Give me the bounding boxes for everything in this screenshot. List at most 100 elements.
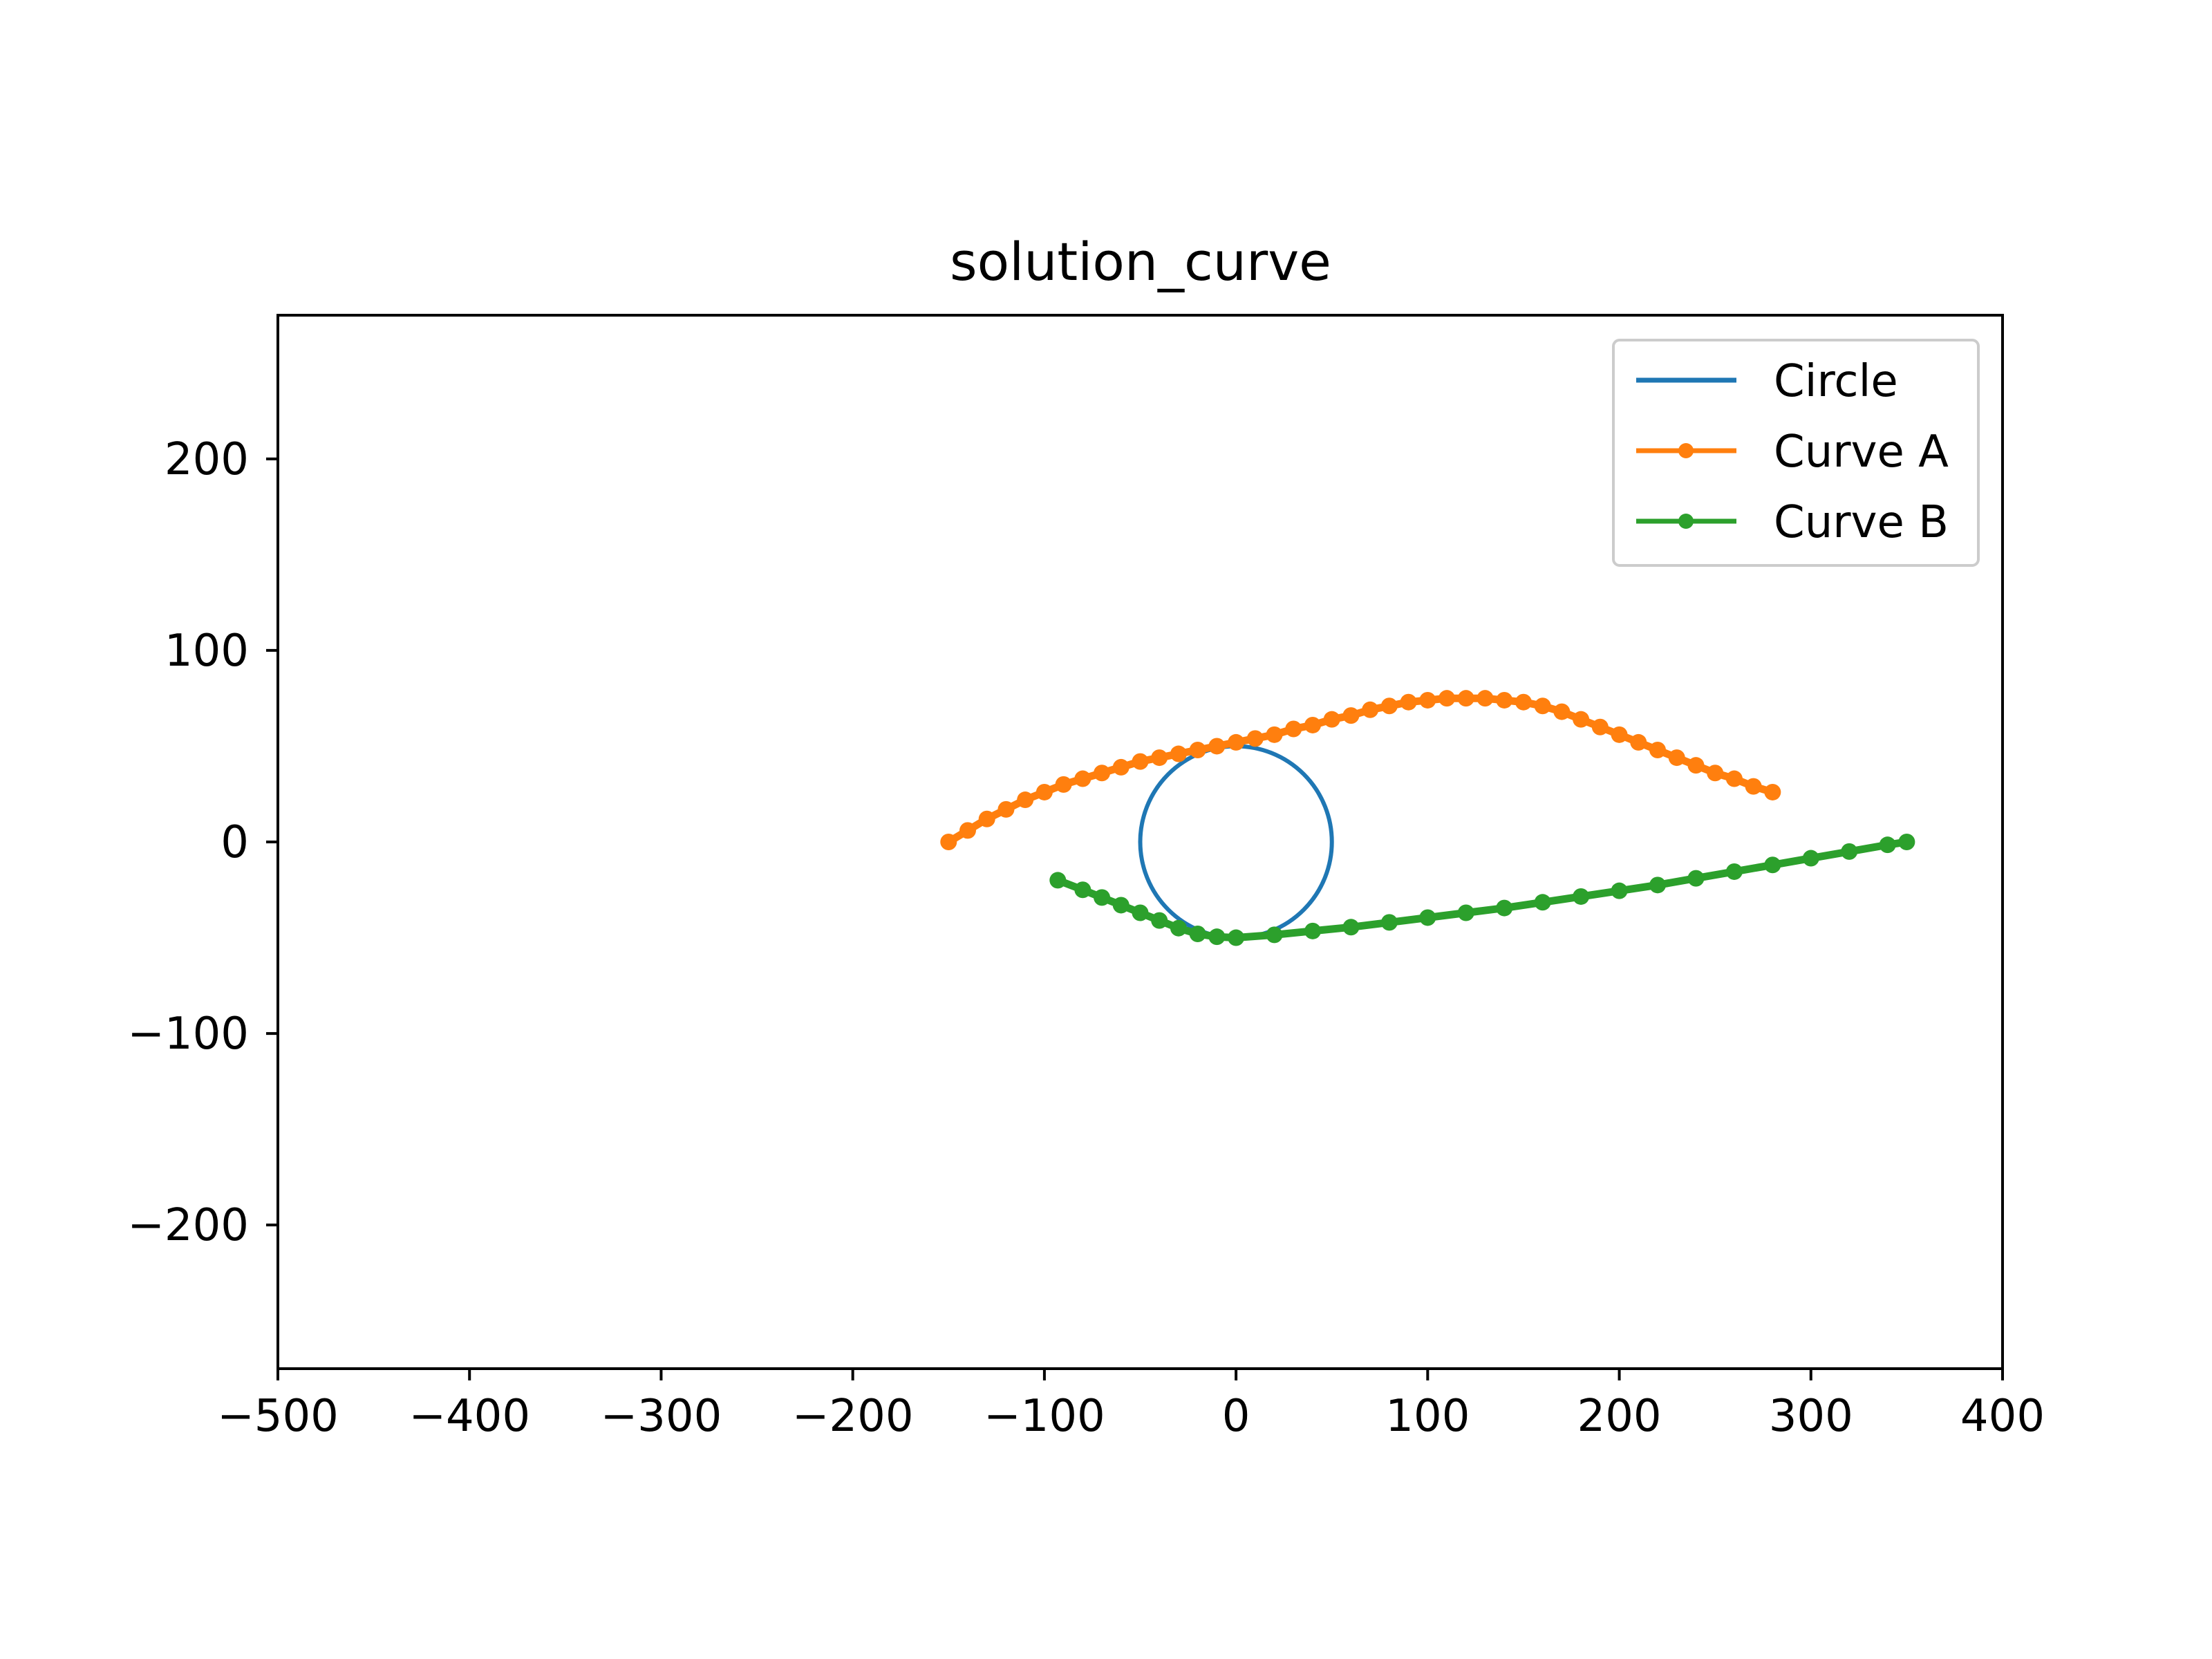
curve-a-point [1573,711,1590,728]
curve-a-point [978,810,995,827]
curve-a-point [1285,720,1302,738]
curve-a-point [1553,703,1571,720]
curve-b-point [1380,914,1398,931]
y-tick-label: −100 [127,1009,249,1060]
curve-b-point [1649,877,1666,894]
x-tick-label: −500 [217,1391,339,1442]
y-tick-label: −200 [127,1200,249,1251]
legend-box [1612,339,1980,567]
curve-b-point [1049,872,1067,889]
y-tick-label: 200 [165,434,249,485]
legend-label: Curve A [1774,427,1949,478]
curve-a-point [1094,765,1111,782]
curve-b-point [1189,926,1206,943]
curve-a-point [1342,707,1360,724]
x-tick-label: 100 [1385,1391,1470,1442]
curve-a-point [1170,745,1187,762]
curve-a-point [1630,733,1647,751]
legend-marker [1678,443,1694,458]
curve-b-point [1304,922,1321,939]
curve-a-point [959,822,976,839]
y-tick-label: 100 [165,626,249,677]
curve-a-point [1515,693,1532,711]
curve-b-point [1170,919,1187,937]
curve-b-point [1419,909,1436,926]
curve-b-point [1112,897,1130,914]
x-tick-label: −200 [792,1391,914,1442]
curve-b-point [1725,863,1743,880]
curve-a-point [1687,757,1705,774]
curve-a-point [1419,691,1436,709]
curve-b-point [1266,926,1283,944]
curve-b-point [1208,928,1226,946]
legend-marker [1678,514,1694,529]
x-tick-label: 400 [1960,1391,2045,1442]
curve-a-point [1362,701,1379,718]
curve-a-point [1208,738,1226,755]
series-curve-a [940,690,1781,850]
curve-a-point [1074,770,1091,787]
curve-a-point [1017,791,1034,809]
curve-a-point [1246,730,1264,747]
legend-entry-curve-a: Curve A [1636,427,1949,478]
curve-b-point [1573,888,1590,905]
curve-a-point [1266,726,1283,743]
x-axis: −500 −400 −300 −200 −100 0 100 200 300 400 [217,1369,2045,1442]
curve-a-point [1228,733,1245,751]
curve-b-point [1132,904,1149,921]
curve-a-point [1380,697,1398,715]
x-tick-label: 200 [1577,1391,1661,1442]
curve-a-point [1477,690,1494,707]
curve-a-point [1151,749,1168,767]
curve-b-point [1611,882,1628,899]
legend-entry-circle: Circle [1636,356,1898,407]
curve-b-point [1094,889,1111,906]
y-tick-label: 0 [221,817,249,868]
curve-b-point [1342,919,1360,936]
curve-a-point [1649,741,1666,758]
curve-a-point [1496,691,1513,709]
legend-entry-curve-b: Curve B [1636,497,1949,548]
curve-a-point [1400,693,1417,711]
curve-b-point [1534,894,1551,911]
y-axis: −200 −100 0 100 200 [127,434,278,1251]
curve-a-point [1035,783,1053,800]
curve-a-point [1764,783,1781,800]
curve-a-point [1745,778,1762,795]
curve-a-point [1055,776,1072,793]
curve-b-point [1151,912,1168,929]
curve-b-point [1879,836,1896,854]
curve-b-point [1074,881,1091,899]
x-tick-label: −300 [601,1391,722,1442]
legend: Circle Curve A Curve B [1612,339,1980,567]
x-tick-label: 300 [1769,1391,1853,1442]
curve-b-point [1496,899,1513,917]
curve-a-point [1189,741,1206,758]
legend-label: Circle [1774,356,1898,407]
x-tick-label: −400 [409,1391,530,1442]
curve-a-point [1323,711,1340,728]
curve-b-point [1764,856,1781,874]
curve-a-point [1438,690,1456,707]
curve-a-point [1707,765,1724,782]
curve-a-point [1457,690,1474,707]
x-tick-label: 0 [1222,1391,1250,1442]
legend-label: Curve B [1774,497,1949,548]
curve-b-line [1053,838,1911,941]
series-layer [940,690,1915,946]
curve-a-point [1534,697,1551,715]
curve-a-point [1725,770,1743,787]
x-tick-label: −100 [984,1391,1105,1442]
curve-b-point [1228,929,1245,946]
curve-a-point [1112,758,1130,776]
curve-a-point [940,834,957,850]
curve-b-point [1841,843,1858,860]
curve-a-point [1304,716,1321,733]
curve-a-point [1591,718,1609,735]
curve-b-point [1457,904,1474,921]
chart-title: solution_curve [950,231,1331,292]
curve-a-point [1668,749,1685,767]
series-curve-b [1049,834,1915,946]
